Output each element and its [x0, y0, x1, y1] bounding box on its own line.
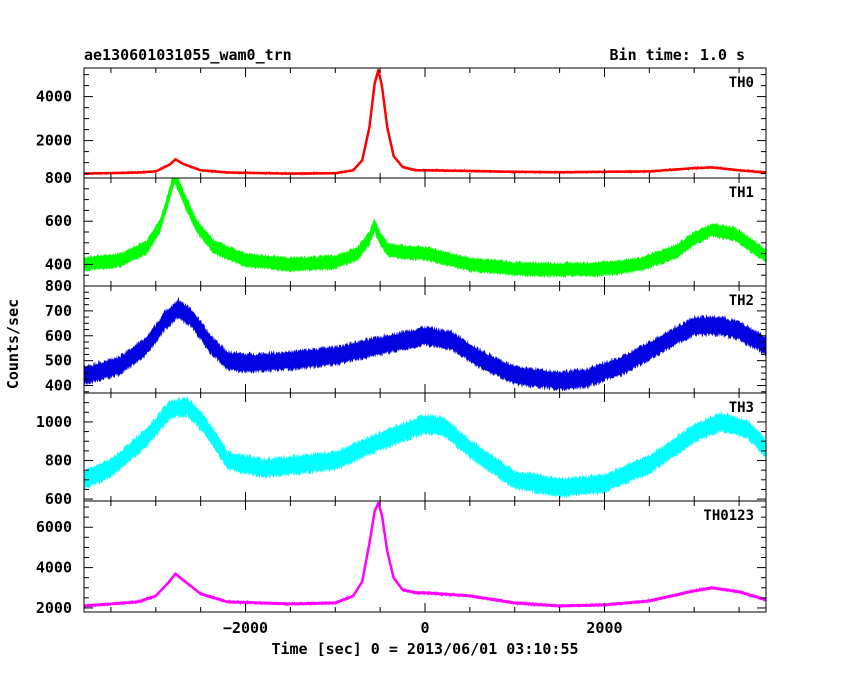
panel-label: TH0123 — [703, 508, 754, 524]
series-line-th1 — [84, 178, 766, 272]
bin-time-label: Bin time: 1.0 s — [610, 46, 745, 64]
series-band-th2 — [84, 297, 766, 392]
panel-frame — [83, 500, 767, 613]
x-tick-label: 2000 — [586, 619, 622, 637]
y-tick-label: 600 — [45, 327, 72, 345]
x-axis-label: Time [sec] 0 = 2013/06/01 03:10:55 — [271, 640, 578, 658]
y-tick-label: 800 — [45, 277, 72, 295]
y-tick-label: 800 — [45, 169, 72, 187]
y-tick-label: 700 — [45, 302, 72, 320]
y-tick-label: 4000 — [36, 88, 72, 106]
y-tick-label: 600 — [45, 490, 72, 508]
plot-title: ae130601031055_wam0_trn — [84, 46, 292, 64]
panel-th2: 400 500 600 700 800 TH2 — [45, 277, 767, 395]
x-axis: −2000 0 2000 — [223, 619, 623, 637]
panel-th0: 2000 4000 TH0 — [36, 67, 767, 179]
panels-group: 2000 4000 TH0 400 600 800 TH1 400 500 600 700 800 TH… — [36, 67, 767, 617]
series-line-th3 — [84, 405, 766, 489]
y-tick-label: 500 — [45, 352, 72, 370]
series-trace-th0 — [84, 69, 766, 177]
panel-th3: 600 800 1000 TH3 — [36, 392, 767, 508]
y-tick-label: 800 — [45, 452, 72, 470]
y-tick-label: 2000 — [36, 132, 72, 150]
y-tick-label: 1000 — [36, 413, 72, 431]
series-line-th0123 — [84, 501, 766, 608]
panel-label: TH1 — [729, 185, 754, 201]
y-tick-label: 6000 — [36, 518, 72, 536]
y-tick-label: 600 — [45, 212, 72, 230]
series-line-th2 — [84, 307, 766, 382]
y-tick-label: 400 — [45, 377, 72, 395]
y-tick-label: 2000 — [36, 599, 72, 617]
panel-label: TH2 — [729, 293, 754, 309]
panel-label: TH0 — [729, 75, 754, 91]
series-line-th0 — [84, 68, 766, 175]
series-trace-th0123 — [84, 502, 766, 609]
panel-label: TH3 — [729, 400, 754, 416]
y-axis-label: Counts/sec — [4, 299, 22, 389]
x-tick-label: −2000 — [223, 619, 268, 637]
panel-th1: 400 600 800 TH1 — [45, 169, 767, 287]
panel-frame — [83, 67, 767, 179]
series-band-th0 — [84, 69, 766, 175]
y-tick-label: 4000 — [36, 559, 72, 577]
panel-frame — [83, 177, 767, 287]
y-tick-label: 400 — [45, 255, 72, 273]
panel-th0123: 2000 4000 6000 TH0123 — [36, 500, 767, 617]
x-tick-label: 0 — [420, 619, 429, 637]
